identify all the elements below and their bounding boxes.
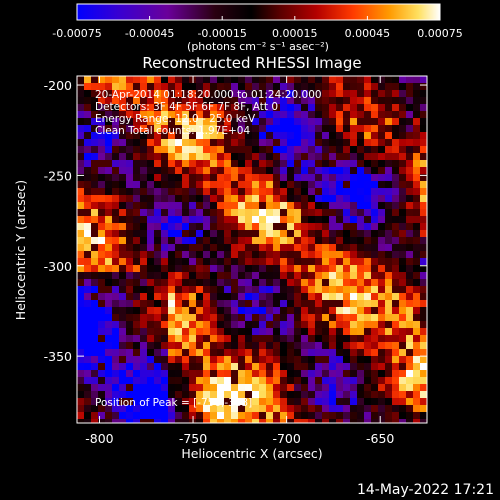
info-block: 20-Apr-2014 01:18:20.000 to 01:24:20.000… bbox=[95, 89, 322, 137]
peak-position-label: Position of Peak = [-756,-383] bbox=[95, 397, 252, 409]
x-tick-label: -700 bbox=[272, 431, 300, 446]
x-axis: -800 -750 -700 -650 bbox=[85, 76, 394, 446]
colorbar-unit-label: (photons cm⁻² s⁻¹ asec⁻²) bbox=[187, 40, 329, 53]
colorbar-tick-label: 0.00045 bbox=[345, 27, 391, 40]
chart-title: Reconstructed RHESSI Image bbox=[142, 54, 361, 72]
x-axis-label: Heliocentric X (arcsec) bbox=[181, 446, 322, 461]
y-axis-label: Heliocentric Y (arcsec) bbox=[13, 180, 28, 320]
info-line-clean: Clean Total counts: 1.97E+04 bbox=[95, 125, 250, 137]
plot-frame bbox=[76, 75, 428, 424]
plot-area bbox=[77, 76, 427, 423]
y-axis: -200 -250 -300 -350 bbox=[44, 78, 427, 364]
info-line-energy: Energy Range: 12.0 - 25.0 keV bbox=[95, 113, 256, 125]
x-tick-label: -800 bbox=[85, 431, 113, 446]
y-tick-label: -350 bbox=[44, 349, 72, 364]
info-line-detectors: Detectors: 3F 4F 5F 6F 7F 8F, Att 0 bbox=[95, 101, 278, 113]
colorbar: -0.00075 -0.00045 -0.00015 0.00015 0.00045 0.… bbox=[52, 3, 463, 53]
info-line-time: 20-Apr-2014 01:18:20.000 to 01:24:20.000 bbox=[95, 89, 322, 101]
colorbar-tick-label: -0.00015 bbox=[197, 27, 246, 40]
heatmap-image bbox=[77, 76, 427, 423]
colorbar-gradient bbox=[76, 3, 441, 21]
x-tick-label: -750 bbox=[179, 431, 207, 446]
y-tick-label: -200 bbox=[44, 78, 72, 93]
colorbar-tick-label: -0.00075 bbox=[52, 27, 101, 40]
colorbar-tick-label: -0.00045 bbox=[125, 27, 174, 40]
y-tick-label: -250 bbox=[44, 168, 72, 183]
colorbar-ticks bbox=[76, 16, 441, 20]
y-tick-label: -300 bbox=[44, 259, 72, 274]
footer-date: 14-May-2022 17:21 bbox=[357, 482, 494, 498]
x-tick-label: -650 bbox=[366, 431, 394, 446]
colorbar-tick-label: 0.00015 bbox=[272, 27, 318, 40]
colorbar-tick-labels: -0.00075 -0.00045 -0.00015 0.00015 0.00045 0.… bbox=[52, 27, 462, 40]
colorbar-tick-label: 0.00075 bbox=[417, 27, 463, 40]
